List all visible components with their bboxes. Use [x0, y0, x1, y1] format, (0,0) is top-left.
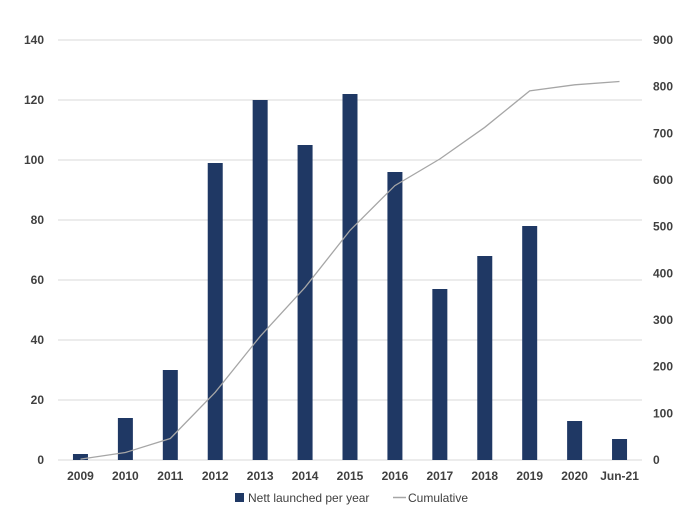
x-tick-label: 2015 — [337, 469, 364, 483]
x-tick-label: 2017 — [426, 469, 453, 483]
bar — [343, 94, 358, 460]
x-axis-ticks: 2009 2010 2011 2012 2013 2014 2015 2016 2017 2018… — [67, 469, 639, 483]
x-tick-label: Jun-21 — [600, 469, 639, 483]
legend-swatch-bars — [235, 493, 244, 502]
y-left-tick-label: 0 — [37, 453, 44, 467]
y-right-tick-label: 100 — [653, 406, 673, 420]
y-left-tick-label: 80 — [31, 213, 45, 227]
bar — [612, 439, 627, 460]
x-tick-label: 2016 — [382, 469, 409, 483]
y-right-tick-label: 500 — [653, 220, 673, 234]
legend: Nett launched per year Cumulative — [235, 491, 468, 505]
y-right-tick-label: 600 — [653, 173, 673, 187]
bar — [73, 454, 88, 460]
y-right-tick-label: 400 — [653, 266, 673, 280]
bar — [522, 226, 537, 460]
y-right-tick-label: 300 — [653, 313, 673, 327]
right-axis-ticks: 0 100 200 300 400 500 600 700 800 900 — [653, 33, 673, 467]
x-tick-label: 2010 — [112, 469, 139, 483]
x-tick-label: 2019 — [516, 469, 543, 483]
x-tick-label: 2013 — [247, 469, 274, 483]
legend-label-line: Cumulative — [408, 491, 468, 505]
bar — [298, 145, 313, 460]
y-right-tick-label: 700 — [653, 126, 673, 140]
bar — [387, 172, 402, 460]
bar — [208, 163, 223, 460]
y-right-tick-label: 800 — [653, 80, 673, 94]
y-right-tick-label: 900 — [653, 33, 673, 47]
y-right-tick-label: 200 — [653, 360, 673, 374]
y-left-tick-label: 140 — [24, 33, 44, 47]
x-tick-label: 2018 — [471, 469, 498, 483]
x-tick-label: 2009 — [67, 469, 94, 483]
y-left-tick-label: 120 — [24, 93, 44, 107]
bar — [432, 289, 447, 460]
x-tick-label: 2011 — [157, 469, 183, 483]
x-tick-label: 2020 — [561, 469, 588, 483]
bar — [477, 256, 492, 460]
bar — [567, 421, 582, 460]
y-right-tick-label: 0 — [653, 453, 660, 467]
y-left-tick-label: 60 — [31, 273, 45, 287]
x-tick-label: 2012 — [202, 469, 229, 483]
y-left-tick-label: 100 — [24, 153, 44, 167]
left-axis-ticks: 0 20 40 60 80 100 120 140 — [24, 33, 44, 467]
legend-label-bars: Nett launched per year — [248, 491, 369, 505]
y-left-tick-label: 20 — [31, 393, 45, 407]
bar — [163, 370, 178, 460]
x-tick-label: 2014 — [292, 469, 319, 483]
y-left-tick-label: 40 — [31, 333, 45, 347]
bar — [253, 100, 268, 460]
bar-series — [73, 94, 627, 460]
